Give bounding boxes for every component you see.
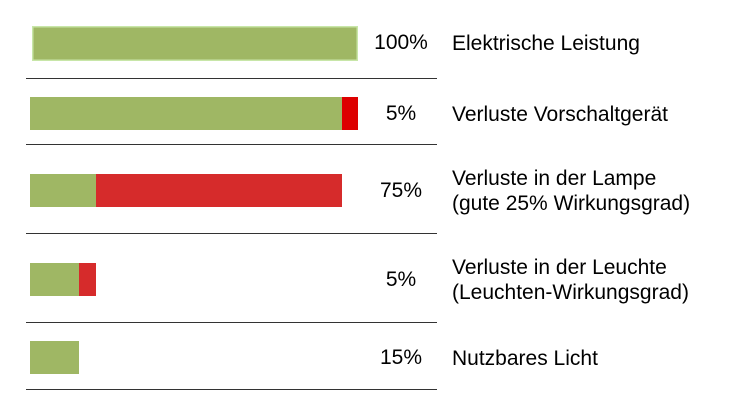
row-label-line: (Leuchten-Wirkungsgrad)	[452, 281, 689, 304]
bar-row-2	[30, 97, 358, 130]
percent-label: 100%	[374, 31, 428, 54]
row-label-line: Verluste in der Leuchte	[452, 256, 667, 279]
bar-row-3	[30, 174, 342, 207]
row-label: Verluste Vorschaltgerät	[452, 102, 668, 127]
row-divider	[26, 233, 437, 234]
row-label-line: (gute 25% Wirkungsgrad)	[452, 192, 691, 215]
bar-row-5	[30, 341, 80, 374]
percent-label: 75%	[379, 179, 423, 202]
row-label: Elektrische Leistung	[452, 31, 640, 56]
bar-segment-remaining	[32, 26, 358, 61]
row-divider	[26, 78, 437, 79]
bar-segment-remaining	[30, 174, 96, 207]
bar-segment-remaining	[30, 97, 342, 130]
bar-segment-loss	[341, 97, 358, 130]
row-label-line: Nutzbares Licht	[452, 346, 598, 370]
row-label-line: Verluste Vorschaltgerät	[452, 102, 668, 126]
row-label: Verluste in der Lampe (gute 25% Wirkungsg…	[452, 166, 690, 216]
percent-label: 5%	[385, 268, 417, 291]
row-divider	[26, 322, 437, 323]
bar-row-4	[30, 263, 96, 296]
row-label-line: Elektrische Leistung	[452, 31, 640, 55]
bar-segment-remaining	[30, 341, 80, 374]
row-divider	[26, 144, 437, 145]
row-divider	[26, 389, 437, 390]
row-label-line: Verluste in der Lampe	[452, 167, 657, 190]
percent-label: 15%	[379, 346, 423, 369]
percent-label: 5%	[385, 102, 417, 125]
bar-row-1	[32, 26, 358, 61]
bar-segment-loss	[95, 174, 342, 207]
row-label: Nutzbares Licht	[452, 346, 598, 371]
bar-segment-loss	[79, 263, 96, 296]
bar-segment-remaining	[30, 263, 80, 296]
row-label: Verluste in der Leuchte (Leuchten-Wirkung…	[452, 255, 689, 305]
